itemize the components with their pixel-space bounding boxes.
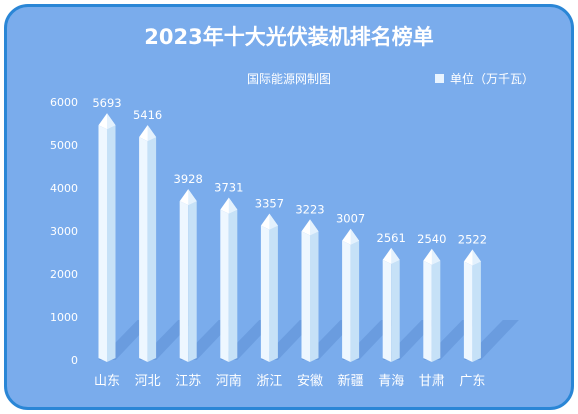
data-label: 3357 [255,197,284,211]
bar-right-face [107,125,116,363]
bar-left-face [98,125,107,363]
bar-top-shade [431,248,441,265]
bar [220,197,238,362]
y-tick-label: 4000 [50,182,78,195]
y-tick-label: 3000 [50,225,78,238]
bar [139,125,157,362]
bar-right-face [228,209,238,362]
bar-right-face [350,240,360,362]
bar-top-shade [228,197,238,214]
bar-top-shade [147,125,157,142]
bar-left-face [139,137,148,362]
data-label: 2540 [417,232,446,246]
category-label: 河南 [216,373,242,389]
y-tick-label: 0 [71,354,78,367]
category-label: 山东 [94,374,120,389]
bar [382,247,400,362]
bar [98,113,116,363]
data-label: 5693 [92,96,121,110]
bar-top-shade [350,228,360,245]
chart-title: 2023年十大光伏装机排名榜单 [144,25,434,49]
bar-left-face [301,231,310,362]
bar-top-shade [472,249,481,266]
category-label: 安徽 [297,374,323,389]
data-label: 2522 [458,233,487,247]
data-label: 3007 [336,212,365,226]
data-label: 3928 [174,172,203,186]
bar-left-face [260,225,270,362]
bar-right-face [391,259,400,362]
legend: 单位（万千瓦） [435,70,534,87]
category-label: 广东 [459,374,485,389]
bar-left-face [382,259,392,362]
bar-right-face [431,260,441,362]
bar [342,228,360,362]
category-label: 河北 [135,374,161,389]
y-tick-label: 1000 [50,311,78,324]
bar-top-shade [269,213,278,230]
data-label: 3223 [295,202,324,216]
bar-top-shade [391,247,400,264]
data-label: 5416 [133,108,162,122]
category-label: 新疆 [338,373,364,389]
category-label: 江苏 [175,373,201,389]
category-label: 浙江 [256,374,282,389]
category-label: 甘肃 [419,374,445,389]
y-tick-label: 5000 [50,139,78,152]
bar-left-face [342,240,351,362]
legend-swatch [435,74,444,83]
bar-left-face [179,201,189,362]
y-tick-label: 2000 [50,268,78,281]
bar-top-shade [107,113,116,130]
bar [423,248,441,362]
bar-top-shade [310,219,319,236]
bar-right-face [188,201,197,362]
y-tick-label: 6000 [50,96,78,109]
bar-left-face [220,209,229,362]
chart-subtitle: 国际能源网制图 [246,72,331,86]
bar-left-face [463,261,473,362]
bar [260,213,278,362]
bar [301,219,319,362]
bar [179,189,197,362]
data-label: 3731 [214,181,243,195]
bar-right-face [269,225,278,362]
bar-right-face [472,261,481,362]
bar-right-face [147,137,157,362]
bar-top-shade [188,189,197,206]
bar-right-face [310,231,319,362]
bar [463,249,481,362]
bar-left-face [423,260,432,362]
legend-label: 单位（万千瓦） [450,72,535,86]
data-label: 2561 [377,231,406,245]
category-label: 青海 [378,374,404,389]
